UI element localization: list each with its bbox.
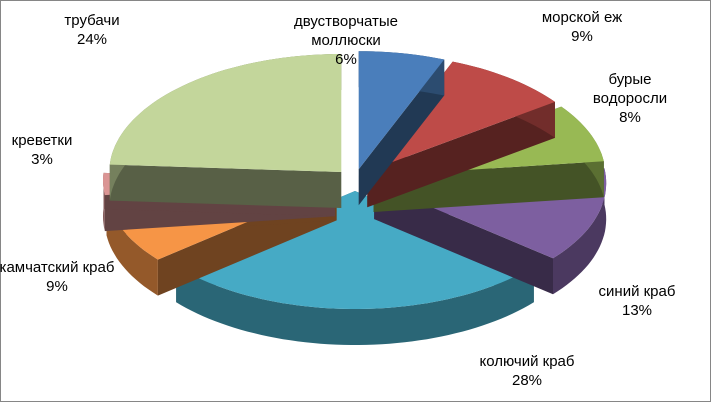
slice [176,191,534,309]
slice-side [374,183,553,295]
category-label: морской еж [541,9,623,26]
slice [367,61,555,172]
percent-label: 8% [619,109,641,126]
data-label: двустворчатые моллюски 6% [290,12,402,69]
percent-label: 9% [571,28,593,45]
data-label: трубачи 24% [30,11,154,49]
slice-wall [553,168,607,295]
category-label: бурые водоросли [592,71,668,107]
slice [109,54,342,172]
data-label: морской еж 9% [520,8,644,46]
data-label: камчатский краб 9% [0,258,119,296]
slice-wall [103,172,105,232]
data-label: бурые водоросли 8% [580,70,680,127]
slice-side [109,164,342,208]
percent-label: 24% [76,31,108,48]
category-label: камчатский краб [0,259,115,276]
category-label: трубачи [64,12,120,29]
slice-side [367,101,555,208]
category-label: синий краб [598,283,676,300]
percent-label: 13% [621,302,653,319]
slice-wall [176,266,534,345]
percent-label: 3% [31,151,53,168]
category-label: двустворчатые моллюски [293,13,399,49]
slice [358,51,445,170]
data-label: синий краб 13% [575,282,699,320]
percent-label: 9% [46,278,68,295]
data-label: колючий краб 28% [465,352,589,390]
data-label: креветки 3% [0,131,104,169]
slice-side [358,59,445,206]
percent-label: 28% [511,372,543,389]
slice-wall [106,199,158,296]
category-label: колючий краб [479,353,575,370]
percent-label: 6% [335,51,357,68]
category-label: креветки [11,132,73,149]
